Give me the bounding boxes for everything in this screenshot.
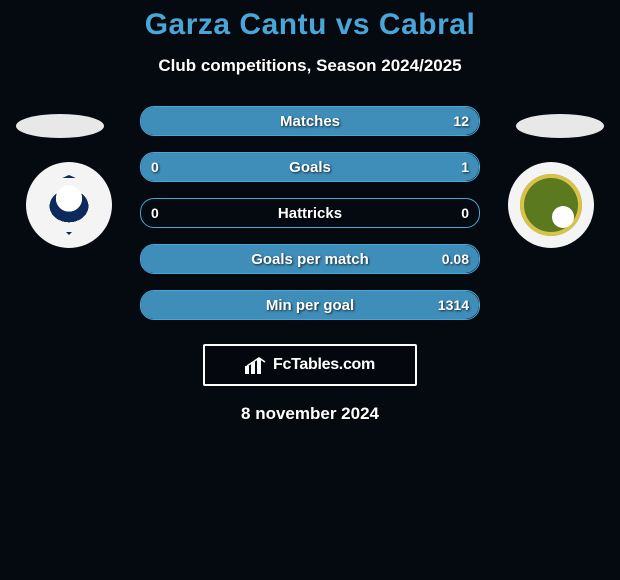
- club-badge-right: [508, 162, 594, 248]
- stat-row: 0 Hattricks 0: [140, 198, 480, 228]
- flag-left: [16, 114, 104, 138]
- stat-label: Goals per match: [251, 251, 369, 268]
- subtitle: Club competitions, Season 2024/2025: [0, 56, 620, 76]
- page-title: Garza Cantu vs Cabral: [0, 0, 620, 42]
- stat-label: Min per goal: [266, 297, 354, 314]
- stat-value-right: 1: [461, 159, 469, 175]
- stat-value-left: 0: [151, 205, 159, 221]
- stats-arena: Matches 12 0 Goals 1 0 Hattricks 0 Goals per mat…: [0, 106, 620, 320]
- club-logo-leon-icon: [520, 174, 582, 236]
- stat-row: Goals per match 0.08: [140, 244, 480, 274]
- stat-row: 0 Goals 1: [140, 152, 480, 182]
- brand-text: FcTables.com: [273, 356, 375, 374]
- brand-box: FcTables.com: [203, 344, 417, 386]
- stat-value-left: 0: [151, 159, 159, 175]
- stat-row: Min per goal 1314: [140, 290, 480, 320]
- flag-right: [516, 114, 604, 138]
- stat-value-right: 0: [461, 205, 469, 221]
- date-label: 8 november 2024: [0, 404, 620, 424]
- club-badge-left: [26, 162, 112, 248]
- stat-value-right: 12: [453, 113, 469, 129]
- bar-chart-icon: [245, 356, 267, 374]
- stat-label: Hattricks: [278, 205, 342, 222]
- stat-value-right: 1314: [438, 297, 469, 313]
- stat-rows: Matches 12 0 Goals 1 0 Hattricks 0 Goals per mat…: [140, 106, 480, 320]
- club-logo-monterrey-icon: [39, 175, 99, 235]
- stat-label: Goals: [289, 159, 331, 176]
- stat-row: Matches 12: [140, 106, 480, 136]
- stat-value-right: 0.08: [442, 251, 469, 267]
- comparison-card: Garza Cantu vs Cabral Club competitions,…: [0, 0, 620, 580]
- stat-label: Matches: [280, 113, 340, 130]
